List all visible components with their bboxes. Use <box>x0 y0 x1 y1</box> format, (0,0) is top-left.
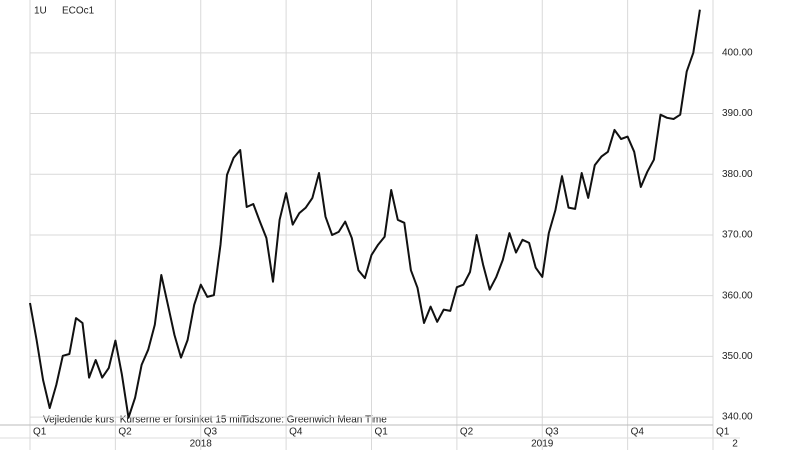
y-tick-label: 380.00 <box>722 169 753 180</box>
header-symbol: ECOc1 <box>62 6 95 17</box>
x-tick-label: Q1 <box>716 427 730 438</box>
x-tick-label: Q3 <box>545 427 559 438</box>
x-tick-label: Q2 <box>118 427 132 438</box>
price-line <box>29 9 701 419</box>
x-tick-label: Q1 <box>375 427 389 438</box>
header-code: 1U <box>34 6 47 17</box>
y-tick-label: 360.00 <box>722 290 753 301</box>
x-tick-label: Q1 <box>33 427 47 438</box>
y-tick-label: 400.00 <box>722 47 753 58</box>
x-tick-label: Q2 <box>460 427 474 438</box>
y-tick-label: 350.00 <box>722 351 753 362</box>
footnote: Tidszone: Greenwich Mean Time <box>241 415 387 426</box>
x-tick-label: Q3 <box>204 427 218 438</box>
year-label: 2019 <box>531 439 554 450</box>
x-tick-label: Q4 <box>631 427 645 438</box>
x-tick-label: Q4 <box>289 427 303 438</box>
year-label: 2 <box>732 439 738 450</box>
y-tick-label: 370.00 <box>722 230 753 241</box>
year-label: 2018 <box>190 439 213 450</box>
y-tick-label: 340.00 <box>722 412 753 423</box>
y-tick-label: 390.00 <box>722 108 753 119</box>
footnote: Vejledende kurs. Kurserne er forsinket 1… <box>43 415 248 426</box>
